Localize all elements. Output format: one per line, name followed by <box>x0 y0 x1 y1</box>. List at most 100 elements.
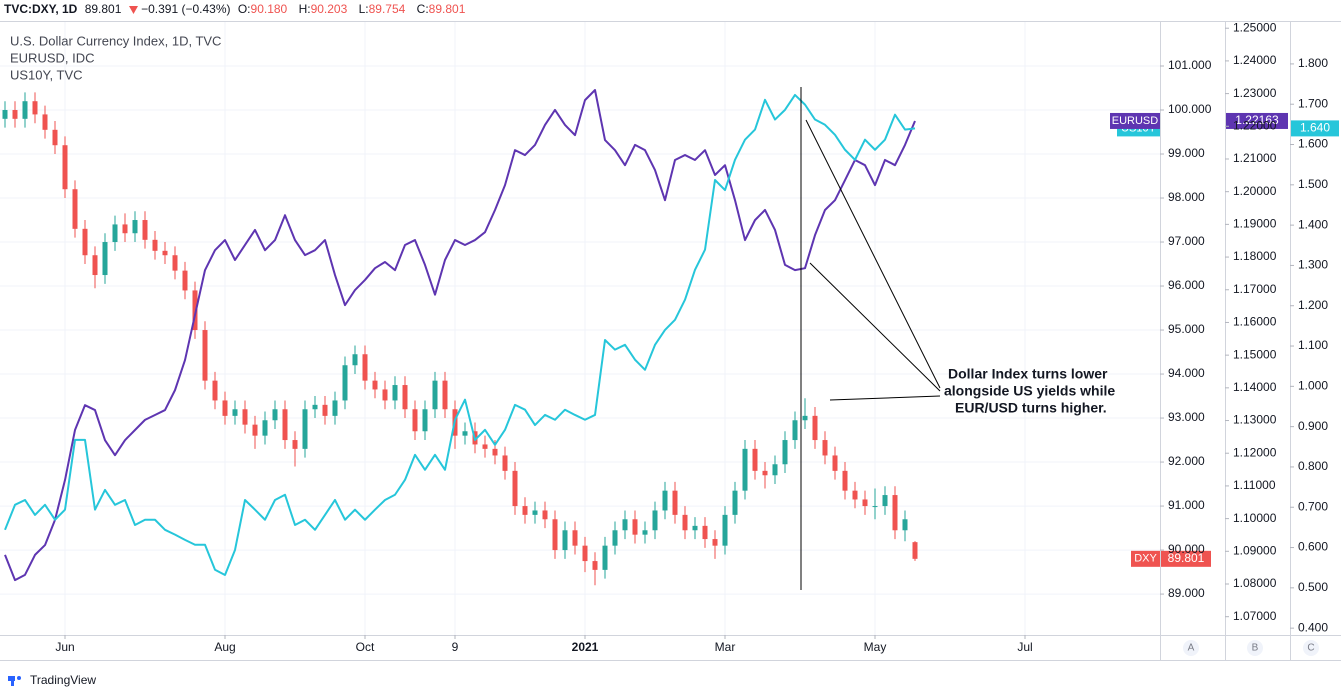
axis-button[interactable] <box>1303 640 1319 656</box>
candle-body <box>662 490 668 511</box>
y-tick-label: 94.000 <box>1168 366 1205 380</box>
ohlc-value: 90.180 <box>250 2 288 16</box>
candle-body <box>712 539 718 546</box>
x-tick-label: Aug <box>214 640 235 654</box>
candle-body <box>602 545 608 570</box>
axis-button[interactable] <box>1183 640 1199 656</box>
y-tick-label: 99.000 <box>1168 146 1205 160</box>
y-tick-label: 1.300 <box>1298 258 1328 272</box>
candle-body <box>232 409 238 416</box>
candle-body <box>592 561 598 570</box>
logo-text[interactable]: TradingView <box>30 673 96 687</box>
y-tick-label: 0.600 <box>1298 540 1328 554</box>
axis-button-label[interactable]: C <box>1307 643 1314 654</box>
candle-body <box>822 440 828 456</box>
candle-body <box>782 440 788 465</box>
price-tag-value: 1.640 <box>1300 121 1330 135</box>
y-tick-label: 1.15000 <box>1233 347 1277 361</box>
candle-body <box>392 385 398 401</box>
candle-body <box>282 409 288 441</box>
logo-icon[interactable] <box>17 676 21 680</box>
y-tick-label: 101.000 <box>1168 58 1212 72</box>
candle-body <box>2 110 8 119</box>
candle-body <box>272 409 278 421</box>
ohlc-key: L: <box>358 2 369 16</box>
price-tag-name: EURUSD <box>1112 115 1159 127</box>
candle-body <box>522 506 528 515</box>
price-tag-name: DXY <box>1134 553 1157 565</box>
price-tag-value-box <box>1291 120 1339 137</box>
annotation-text: EUR/USD turns higher. <box>955 400 1107 416</box>
candle-body <box>732 490 738 515</box>
y-tick-label: 1.21000 <box>1233 151 1277 165</box>
candle-body <box>572 530 578 546</box>
candle-body <box>882 495 888 507</box>
y-tick-label: 1.10000 <box>1233 511 1277 525</box>
candle-body <box>112 224 118 243</box>
candle-body <box>302 409 308 449</box>
candle-body <box>702 525 708 540</box>
y-tick-label: 1.16000 <box>1233 315 1277 329</box>
y-tick-label: 90.000 <box>1168 542 1205 556</box>
candle-body <box>12 110 18 119</box>
candle-body <box>342 365 348 401</box>
candle-body <box>422 409 428 432</box>
candle-body <box>912 542 918 559</box>
candle-body <box>142 220 148 240</box>
annotation-line <box>805 119 941 389</box>
candle-body <box>242 409 248 425</box>
axis-button[interactable] <box>1247 640 1263 656</box>
y-tick-label: 96.000 <box>1168 278 1205 292</box>
y-tick-label: 1.19000 <box>1233 217 1277 231</box>
axis-button-label[interactable]: A <box>1188 643 1195 654</box>
candle-body <box>632 519 638 535</box>
price-tag-value: 1.22163 <box>1235 113 1279 127</box>
price-tag-value-box <box>1161 550 1211 567</box>
ohlc: H:90.203 <box>299 2 352 16</box>
candle-body <box>92 255 98 276</box>
y-tick-label: 98.000 <box>1168 190 1205 204</box>
symbol: TVC:DXY, 1D <box>4 2 78 16</box>
y-tick-label: 1.23000 <box>1233 86 1277 100</box>
ohlc: O:90.180 <box>238 2 291 16</box>
candle-body <box>552 519 558 551</box>
candle-body <box>792 420 798 441</box>
candle-body <box>772 464 778 476</box>
logo-icon[interactable] <box>11 676 14 686</box>
candle-body <box>862 499 868 507</box>
candle-body <box>382 389 388 401</box>
price-tag-value: 89.801 <box>1168 551 1205 565</box>
y-tick-label: 1.08000 <box>1233 576 1277 590</box>
ohlc: L:89.754 <box>359 2 410 16</box>
axis-button-label[interactable]: B <box>1252 643 1259 654</box>
candle-body <box>722 514 728 546</box>
candle-body <box>72 189 78 229</box>
price-tag-value-box <box>1226 112 1288 129</box>
ohlc-key: H: <box>298 2 311 16</box>
candle-body <box>202 330 208 381</box>
legend-entry: U.S. Dollar Currency Index, 1D, TVC <box>10 33 221 48</box>
x-tick-label: 2021 <box>572 640 599 654</box>
candle-body <box>402 385 408 410</box>
y-tick-label: 1.14000 <box>1233 380 1277 394</box>
candle-body <box>322 404 328 416</box>
y-tick-label: 100.000 <box>1168 102 1212 116</box>
candle-body <box>742 448 748 491</box>
candle-body <box>562 530 568 551</box>
candle-body <box>542 510 548 520</box>
candle-body <box>412 409 418 432</box>
logo[interactable]: TradingView <box>8 673 96 687</box>
candle-body <box>502 455 508 471</box>
x-tick-label: Jul <box>1017 640 1032 654</box>
candle-body <box>692 525 698 531</box>
x-tick-label: Jun <box>55 640 74 654</box>
y-tick-label: 0.500 <box>1298 580 1328 594</box>
y-tick-label: 1.100 <box>1298 338 1328 352</box>
axis-buttons: A B C <box>1183 640 1319 656</box>
legend: U.S. Dollar Currency Index, 1D, TVC EURU… <box>10 33 221 82</box>
candle-body <box>62 145 68 190</box>
candle-body <box>262 420 268 436</box>
ohlc-value: 89.754 <box>368 2 406 16</box>
y-tick-label: 1.22000 <box>1233 118 1277 132</box>
